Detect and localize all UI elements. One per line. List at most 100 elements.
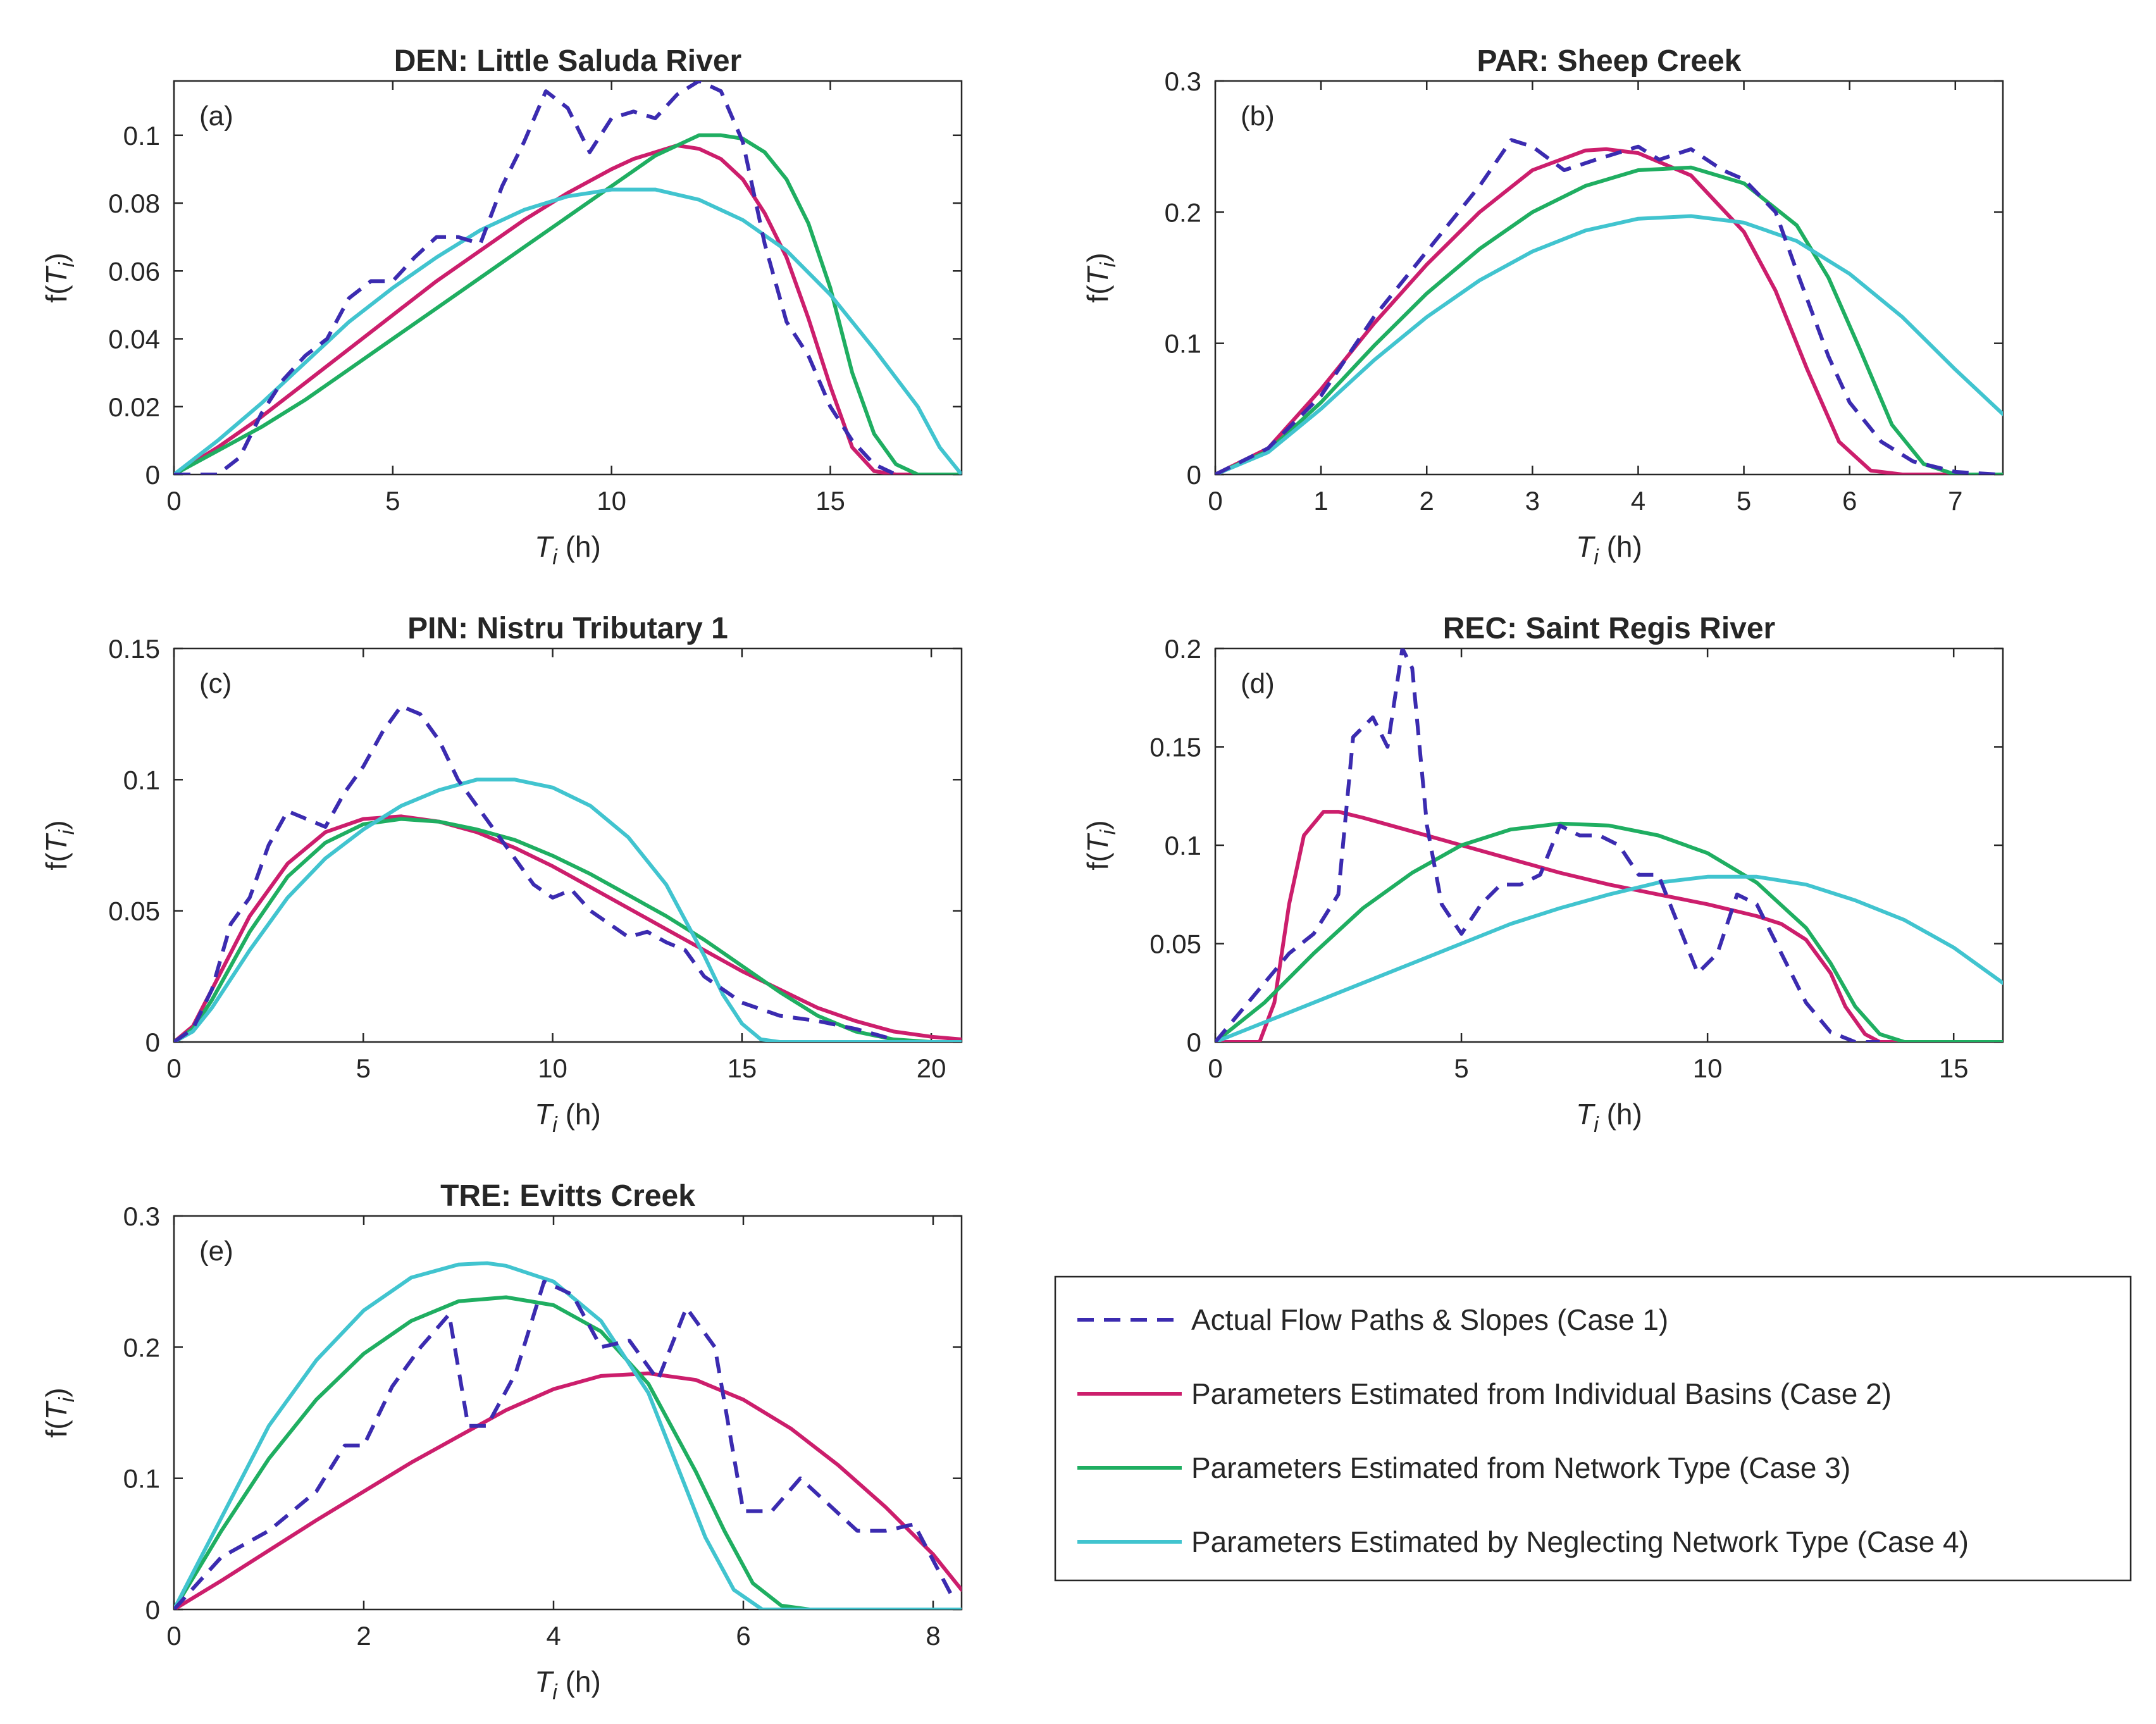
x-tick-label: 0 [166, 1621, 181, 1651]
panel-label: (d) [1241, 668, 1275, 699]
x-tick-label: 5 [385, 486, 400, 516]
series-line-case-1 [1215, 648, 1880, 1042]
series-line-case-2 [1215, 147, 2003, 474]
y-tick-label: 0.2 [123, 1332, 160, 1362]
y-tick-label: 0.05 [1149, 929, 1201, 959]
legend-label: Parameters Estimated from Individual Bas… [1191, 1377, 1892, 1410]
y-tick-label: 0 [1187, 1027, 1201, 1057]
y-tick-label: 0.05 [108, 896, 160, 926]
y-axis-label: f(Ti) [40, 252, 79, 302]
x-tick-label: 3 [1525, 486, 1540, 516]
x-tick-label: 5 [1454, 1053, 1468, 1083]
x-axis-label: Ti (h) [535, 530, 601, 569]
x-tick-label: 2 [1420, 486, 1434, 516]
x-tick-label: 10 [538, 1053, 567, 1083]
series-line-case-4 [174, 187, 962, 474]
x-axis-label: Ti (h) [1576, 1098, 1642, 1137]
panel-label: (e) [199, 1236, 233, 1267]
series-line-case-3 [174, 817, 934, 1042]
chart-title: PIN: Nistru Tributary 1 [407, 612, 728, 645]
x-tick-label: 20 [917, 1053, 946, 1083]
y-axis-label: f(Ti) [1081, 252, 1120, 302]
x-tick-label: 1 [1313, 486, 1328, 516]
x-tick-label: 5 [1737, 486, 1751, 516]
y-tick-label: 0.02 [108, 392, 160, 422]
y-tick-label: 0 [146, 1595, 160, 1625]
x-tick-label: 6 [736, 1621, 750, 1651]
series-line-case-3 [1215, 821, 2003, 1042]
series-line-case-2 [174, 1371, 962, 1609]
chart-panel-1: 0 1 2 3 4 5 6 7 0 0.1 0.2 0.3 PAR: Sheep Creek (b) f(T… [1081, 44, 2004, 516]
panel-label: (a) [199, 101, 233, 132]
x-tick-label: 15 [815, 486, 845, 516]
y-tick-label: 0.15 [1149, 733, 1201, 762]
chart-panel-4: 0 2 4 6 8 0 0.1 0.2 0.3 TRE: Evitts Creek (e) f(Ti) [40, 1179, 963, 1651]
series-line-case-1 [174, 1279, 954, 1609]
x-tick-label: 0 [166, 1053, 181, 1083]
x-tick-label: 4 [546, 1621, 561, 1651]
series-line-case-4 [174, 778, 962, 1042]
legend: Actual Flow Paths & Slopes (Case 1) Param… [1054, 1275, 2132, 1582]
series-line-case-3 [1215, 165, 2003, 474]
axes-box [173, 1215, 963, 1611]
x-axis-label: Ti (h) [535, 1098, 601, 1137]
panel-label: (b) [1241, 101, 1275, 132]
x-axis-label: Ti (h) [535, 1665, 601, 1704]
y-axis-label: f(Ti) [40, 1387, 79, 1437]
y-axis-label: f(Ti) [1081, 820, 1120, 870]
y-tick-label: 0.3 [1165, 66, 1201, 96]
legend-label: Parameters Estimated from Network Type (… [1191, 1451, 1850, 1484]
y-tick-label: 0.1 [123, 121, 160, 151]
x-tick-label: 0 [1208, 486, 1222, 516]
chart-title: PAR: Sheep Creek [1477, 44, 1742, 78]
y-tick-label: 0.04 [108, 325, 160, 354]
legend-label: Parameters Estimated by Neglecting Netwo… [1191, 1525, 1969, 1558]
x-tick-label: 6 [1842, 486, 1857, 516]
series-line-case-1 [174, 81, 897, 474]
series-line-case-4 [1215, 874, 2003, 1042]
y-axis-label: f(Ti) [40, 820, 79, 870]
chart-title: TRE: Evitts Creek [440, 1179, 695, 1213]
chart-title: REC: Saint Regis River [1443, 612, 1775, 645]
y-tick-label: 0.1 [1165, 831, 1201, 860]
x-tick-label: 15 [1939, 1053, 1969, 1083]
y-tick-label: 0.1 [1165, 329, 1201, 359]
series-line-case-3 [174, 1295, 962, 1609]
panel-label: (c) [199, 668, 232, 699]
x-tick-label: 15 [727, 1053, 757, 1083]
chart-panel-0: 0 5 10 15 0 0.02 0.04 0.06 0.08 0.1 DEN: Little Sa… [40, 44, 963, 516]
y-tick-label: 0.3 [123, 1201, 160, 1231]
x-tick-label: 8 [926, 1621, 940, 1651]
y-tick-label: 0.2 [1165, 197, 1201, 227]
chart-panel-2: 0 5 10 15 20 0 0.05 0.1 0.15 PIN: Nistru Tributar… [40, 612, 963, 1083]
y-tick-label: 0.1 [123, 1464, 160, 1494]
axes-box [1214, 80, 2004, 476]
legend-label: Actual Flow Paths & Slopes (Case 1) [1191, 1303, 1668, 1336]
x-tick-label: 0 [166, 486, 181, 516]
y-tick-label: 0 [1187, 460, 1201, 490]
series-line-case-1 [174, 704, 895, 1042]
y-tick-label: 0 [146, 1027, 160, 1057]
series-line-case-4 [174, 1261, 962, 1609]
y-tick-label: 0.2 [1165, 634, 1201, 664]
axes-box [173, 80, 963, 476]
x-tick-label: 10 [597, 486, 626, 516]
y-tick-label: 0.06 [108, 256, 160, 286]
x-tick-label: 10 [1693, 1053, 1723, 1083]
legend-box [1054, 1275, 2132, 1582]
chart-title: DEN: Little Saluda River [394, 44, 741, 78]
x-axis-label: Ti (h) [1576, 530, 1642, 569]
x-tick-label: 4 [1631, 486, 1645, 516]
y-tick-label: 0.08 [108, 189, 160, 218]
x-tick-label: 7 [1948, 486, 1962, 516]
series-line-case-3 [174, 133, 962, 474]
y-tick-label: 0.15 [108, 634, 160, 664]
x-tick-label: 2 [356, 1621, 371, 1651]
chart-panel-3: 0 5 10 15 0 0.05 0.1 0.15 0.2 REC: Saint Regis Ri… [1081, 612, 2004, 1083]
series-line-case-4 [1215, 214, 2003, 474]
axes-box [1214, 647, 2004, 1043]
series-line-case-2 [1215, 810, 2003, 1042]
y-tick-label: 0.1 [123, 765, 160, 795]
series-line-case-2 [174, 814, 962, 1042]
